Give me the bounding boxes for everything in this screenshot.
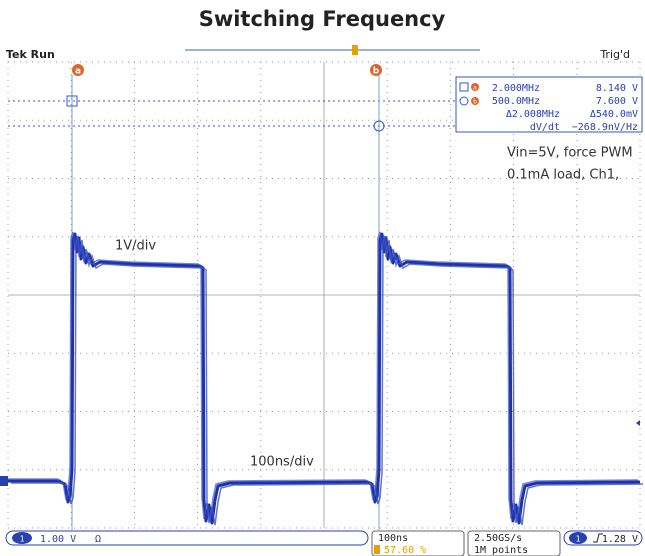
waveform bbox=[6, 231, 644, 526]
cursor-b-tag bbox=[370, 64, 382, 76]
channel-scale: 1.00 V bbox=[40, 534, 76, 545]
readout-b: b bbox=[473, 99, 477, 106]
cursor-b-marker bbox=[373, 120, 385, 132]
cursor-b-label: b bbox=[373, 67, 380, 77]
readout-left: 500.0MHz bbox=[492, 96, 540, 107]
readout-a-dot bbox=[471, 83, 479, 91]
readout-right: 7.600 V bbox=[596, 96, 638, 107]
channel-number: 1 bbox=[20, 535, 25, 544]
readout-circle bbox=[459, 96, 469, 106]
ch1-ground-marker bbox=[0, 476, 8, 486]
trigger-status: Trig'd bbox=[599, 48, 630, 61]
trigger-position bbox=[352, 45, 358, 55]
acq-box bbox=[467, 530, 561, 556]
title: Switching Frequency bbox=[199, 7, 446, 31]
annotation: 100ns/div bbox=[250, 455, 314, 470]
channel-badge bbox=[12, 532, 32, 544]
readout-right: Δ540.0mV bbox=[590, 109, 638, 120]
annotation: Vin=5V, force PWM bbox=[507, 146, 633, 161]
timebase-box bbox=[371, 530, 465, 556]
readout-b-dot bbox=[471, 97, 479, 105]
position-icon bbox=[374, 545, 380, 554]
readout-box bbox=[455, 76, 643, 133]
readout-right: −268.9nV/Hz bbox=[572, 122, 638, 133]
trigger-level: 1.28 V bbox=[602, 534, 638, 545]
timebase: 100ns bbox=[378, 533, 408, 544]
trace-marker bbox=[636, 420, 640, 426]
position: 57.60 % bbox=[384, 545, 426, 556]
cursor-a-marker bbox=[66, 95, 78, 107]
annotation: 0.1mA load, Ch1, bbox=[507, 168, 619, 183]
annotation: 1V/div bbox=[115, 239, 156, 254]
readout-left: 2.000MHz bbox=[492, 83, 540, 94]
run-status: Tek Run bbox=[6, 48, 55, 61]
graticule bbox=[7, 61, 641, 529]
cursor-a-tag bbox=[72, 64, 84, 76]
record-length: 1M points bbox=[474, 545, 528, 556]
readout-right: 8.140 V bbox=[596, 83, 638, 94]
readout-left: Δ2.008MHz bbox=[506, 109, 560, 120]
sample-rate: 2.50GS/s bbox=[474, 533, 522, 544]
trace-envelope bbox=[6, 231, 639, 522]
channel-box bbox=[5, 530, 369, 546]
channel-coupling: Ω bbox=[95, 534, 101, 545]
trigger-channel: 1 bbox=[576, 535, 581, 544]
readout-square bbox=[459, 82, 469, 92]
readout-a: a bbox=[473, 85, 477, 92]
cursor-a-label: a bbox=[75, 67, 81, 77]
trigger-badge bbox=[569, 532, 587, 544]
trigger-slope bbox=[593, 533, 603, 543]
readout-left: dV/dt bbox=[530, 122, 560, 133]
